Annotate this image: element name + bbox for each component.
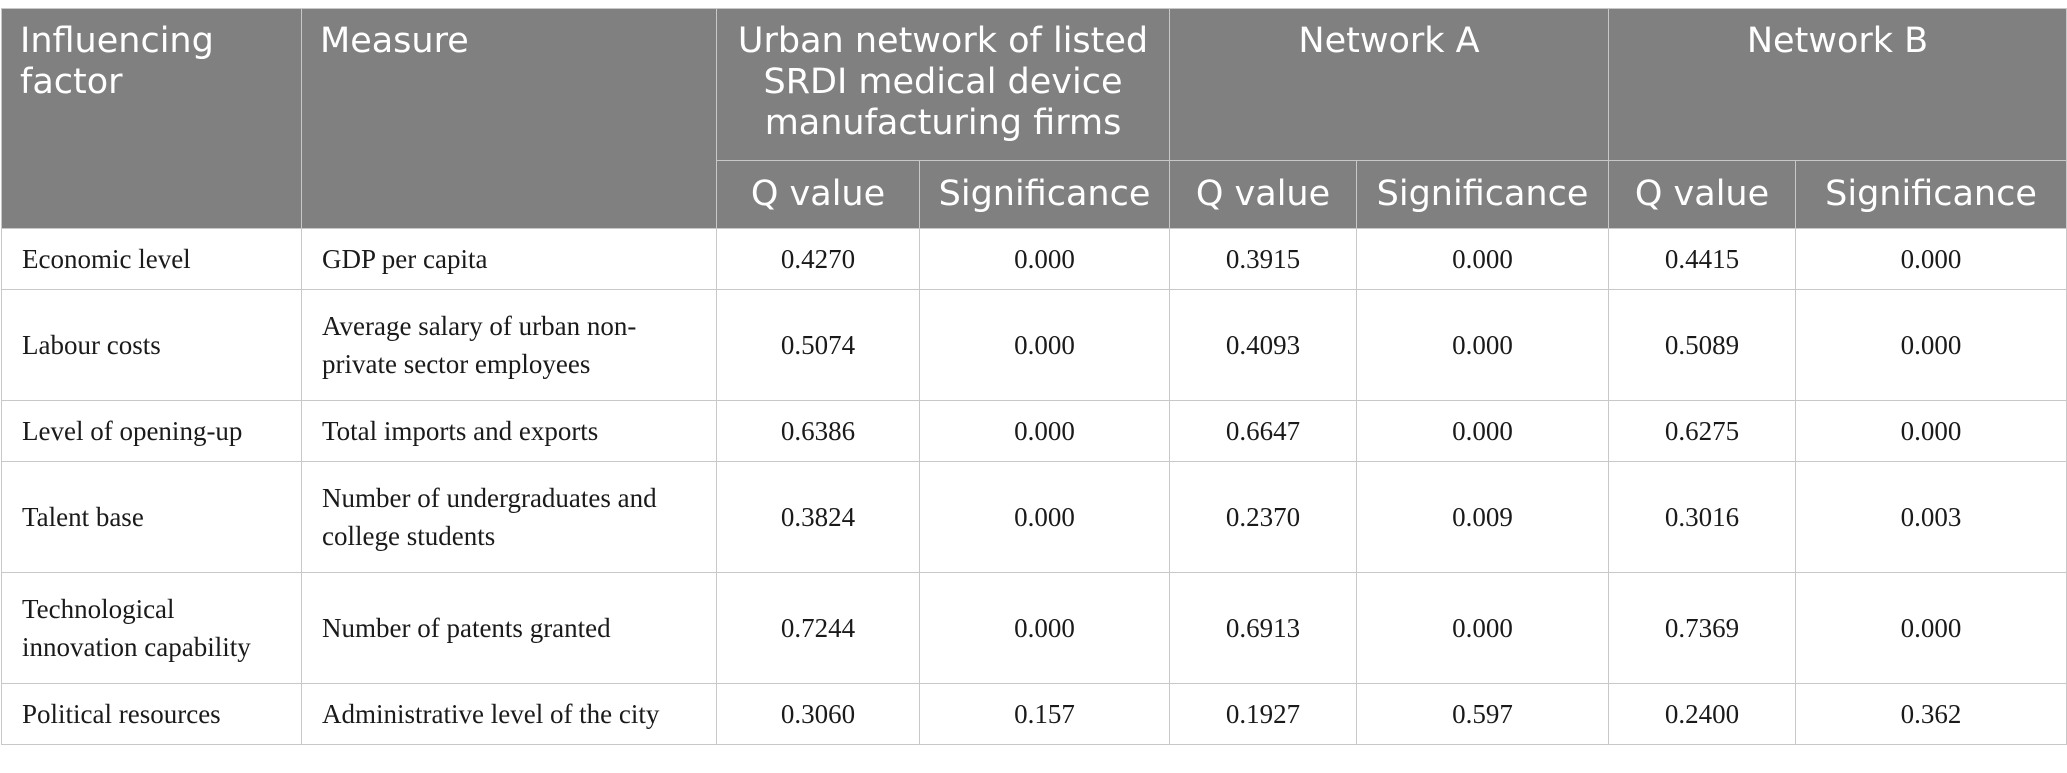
factor-cell: Technological innovation capability	[1, 572, 302, 684]
table-row: Talent base Number of undergraduates and …	[1, 461, 2067, 573]
q-value-cell: 0.6275	[1608, 400, 1797, 462]
factor-cell: Political resources	[1, 683, 302, 745]
q-value-cell: 0.7244	[716, 572, 920, 684]
significance-cell: 0.000	[918, 461, 1171, 573]
q-value-cell: 0.2370	[1169, 461, 1358, 573]
header-significance: Significance	[1356, 160, 1610, 229]
header-group-network-b: Network B	[1608, 8, 2067, 161]
q-value-cell: 0.4270	[716, 228, 920, 290]
table-body: Economic level GDP per capita 0.4270 0.000 0…	[1, 228, 2067, 745]
table-row: Level of opening-up Total imports and exp…	[1, 400, 2067, 462]
q-value-cell: 0.6913	[1169, 572, 1358, 684]
q-value-cell: 0.3915	[1169, 228, 1358, 290]
significance-cell: 0.000	[1795, 228, 2067, 290]
significance-cell: 0.000	[1795, 400, 2067, 462]
significance-cell: 0.597	[1356, 683, 1610, 745]
significance-cell: 0.000	[1356, 289, 1610, 401]
significance-cell: 0.000	[918, 289, 1171, 401]
q-value-cell: 0.1927	[1169, 683, 1358, 745]
header-q-value: Q value	[1608, 160, 1797, 229]
table-header: Influencing factor Measure Urban network…	[1, 8, 2067, 229]
q-value-cell: 0.2400	[1608, 683, 1797, 745]
significance-cell: 0.157	[918, 683, 1171, 745]
factor-cell: Economic level	[1, 228, 302, 290]
q-value-cell: 0.3824	[716, 461, 920, 573]
factor-cell: Level of opening-up	[1, 400, 302, 462]
q-value-cell: 0.5074	[716, 289, 920, 401]
significance-cell: 0.000	[918, 400, 1171, 462]
influencing-factors-table: Influencing factor Measure Urban network…	[1, 8, 2067, 745]
significance-cell: 0.000	[1795, 289, 2067, 401]
measure-cell: Number of patents granted	[301, 572, 717, 684]
significance-cell: 0.000	[1356, 572, 1610, 684]
q-value-cell: 0.6647	[1169, 400, 1358, 462]
q-value-cell: 0.7369	[1608, 572, 1797, 684]
header-group-urban-network: Urban network of listed SRDI medical dev…	[715, 8, 1171, 161]
q-value-cell: 0.3060	[716, 683, 920, 745]
q-value-cell: 0.4093	[1169, 289, 1358, 401]
header-significance: Significance	[918, 160, 1171, 229]
header-influencing-factor: Influencing factor	[1, 8, 302, 229]
significance-cell: 0.000	[918, 228, 1171, 290]
measure-cell: Total imports and exports	[301, 400, 717, 462]
significance-cell: 0.362	[1795, 683, 2067, 745]
q-value-cell: 0.5089	[1608, 289, 1797, 401]
q-value-cell: 0.3016	[1608, 461, 1797, 573]
header-q-value: Q value	[1169, 160, 1358, 229]
measure-cell: Average salary of urban non-private sect…	[301, 289, 717, 401]
q-value-cell: 0.4415	[1608, 228, 1797, 290]
q-value-cell: 0.6386	[716, 400, 920, 462]
factor-cell: Talent base	[1, 461, 302, 573]
table-row: Political resources Administrative level …	[1, 683, 2067, 745]
header-measure: Measure	[301, 8, 717, 229]
header-q-value: Q value	[716, 160, 920, 229]
significance-cell: 0.003	[1795, 461, 2067, 573]
significance-cell: 0.000	[1356, 400, 1610, 462]
table-row: Economic level GDP per capita 0.4270 0.000 0…	[1, 228, 2067, 290]
measure-cell: Administrative level of the city	[301, 683, 717, 745]
significance-cell: 0.009	[1356, 461, 1610, 573]
header-significance: Significance	[1795, 160, 2067, 229]
table-row: Technological innovation capability Numbe…	[1, 572, 2067, 684]
significance-cell: 0.000	[918, 572, 1171, 684]
table-row: Labour costs Average salary of urban non-…	[1, 289, 2067, 401]
significance-cell: 0.000	[1795, 572, 2067, 684]
header-group-network-a: Network A	[1169, 8, 1610, 161]
measure-cell: GDP per capita	[301, 228, 717, 290]
factor-cell: Labour costs	[1, 289, 302, 401]
measure-cell: Number of undergraduates and college stu…	[301, 461, 717, 573]
significance-cell: 0.000	[1356, 228, 1610, 290]
